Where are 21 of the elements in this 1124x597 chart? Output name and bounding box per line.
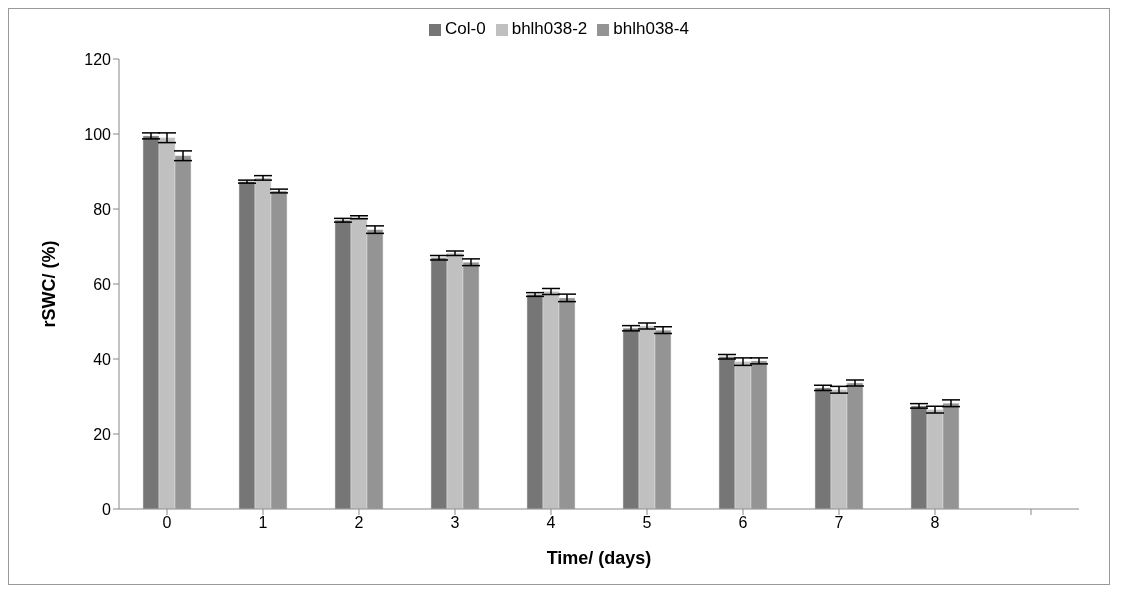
legend-label: bhlh038-2	[511, 19, 588, 38]
x-axis-title: Time/ (days)	[546, 548, 652, 568]
x-tick-label: 5	[642, 514, 652, 532]
x-tick-label: 2	[354, 514, 364, 532]
x-tick-label: 6	[738, 514, 748, 532]
x-tick-label: 7	[834, 514, 844, 532]
x-tick-label: 3	[450, 514, 460, 532]
y-tick-label: 60	[93, 275, 112, 293]
x-tick-label: 4	[546, 514, 556, 532]
legend-label: Col-0	[445, 19, 486, 38]
y-tick-label: 80	[93, 200, 112, 218]
x-tick-label: 1	[258, 514, 268, 532]
y-tick-label: 0	[102, 500, 112, 518]
y-tick-label: 100	[84, 125, 112, 143]
y-tick-label: 40	[93, 350, 112, 368]
y-tick-label: 120	[84, 50, 112, 68]
x-tick-label: 0	[162, 514, 172, 532]
y-tick-label: 20	[93, 425, 112, 443]
x-tick-label: 8	[930, 514, 940, 532]
legend-label: bhlh038-4	[613, 19, 689, 38]
y-axis-title: rSWC/ (%)	[39, 240, 60, 328]
